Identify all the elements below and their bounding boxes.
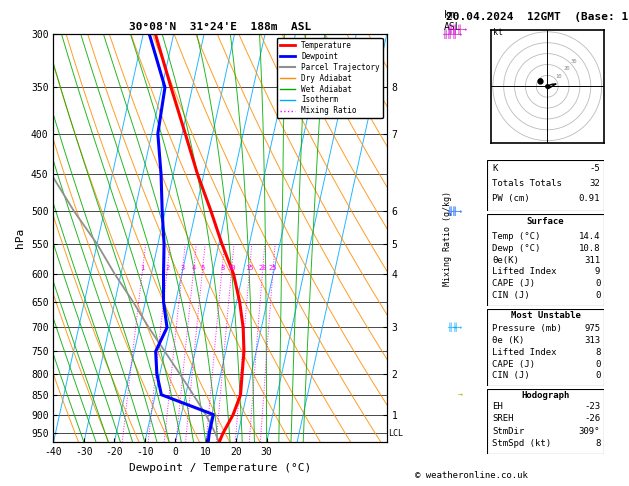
Text: ╫→: ╫→ bbox=[452, 323, 462, 332]
Text: 0.91: 0.91 bbox=[579, 194, 600, 204]
Text: kt: kt bbox=[493, 28, 503, 37]
Text: 975: 975 bbox=[584, 324, 600, 333]
Text: 15: 15 bbox=[245, 265, 254, 271]
Text: ╫╫→: ╫╫→ bbox=[447, 206, 462, 216]
Text: © weatheronline.co.uk: © weatheronline.co.uk bbox=[415, 471, 528, 480]
Text: Totals Totals: Totals Totals bbox=[492, 179, 562, 189]
Text: 0: 0 bbox=[595, 360, 600, 368]
Text: StmSpd (kt): StmSpd (kt) bbox=[492, 439, 551, 448]
Text: ╫╫╫→: ╫╫╫→ bbox=[447, 24, 467, 34]
Text: 0: 0 bbox=[595, 291, 600, 300]
Text: 32: 32 bbox=[589, 179, 600, 189]
Text: 20: 20 bbox=[259, 265, 267, 271]
Text: 3: 3 bbox=[181, 265, 185, 271]
Text: Lifted Index: Lifted Index bbox=[492, 267, 557, 277]
Text: 8: 8 bbox=[595, 348, 600, 357]
Text: -26: -26 bbox=[584, 415, 600, 423]
Text: 0: 0 bbox=[595, 371, 600, 381]
Text: 30: 30 bbox=[571, 59, 577, 64]
Text: CAPE (J): CAPE (J) bbox=[492, 279, 535, 288]
Text: Surface: Surface bbox=[527, 217, 564, 226]
Text: Lifted Index: Lifted Index bbox=[492, 348, 557, 357]
Text: Temp (°C): Temp (°C) bbox=[492, 232, 540, 242]
Text: 8: 8 bbox=[595, 439, 600, 448]
Text: 309°: 309° bbox=[579, 427, 600, 436]
Y-axis label: hPa: hPa bbox=[16, 228, 25, 248]
Text: θe (K): θe (K) bbox=[492, 336, 525, 345]
Text: 8: 8 bbox=[220, 265, 225, 271]
X-axis label: Dewpoint / Temperature (°C): Dewpoint / Temperature (°C) bbox=[129, 463, 311, 473]
Text: K: K bbox=[492, 164, 498, 174]
Legend: Temperature, Dewpoint, Parcel Trajectory, Dry Adiabat, Wet Adiabat, Isotherm, Mi: Temperature, Dewpoint, Parcel Trajectory… bbox=[277, 38, 383, 119]
Text: ╫╫→: ╫╫→ bbox=[447, 206, 462, 216]
Text: 10.8: 10.8 bbox=[579, 244, 600, 253]
Text: 20: 20 bbox=[563, 66, 570, 71]
Text: Pressure (mb): Pressure (mb) bbox=[492, 324, 562, 333]
Text: CIN (J): CIN (J) bbox=[492, 291, 530, 300]
Text: 10: 10 bbox=[555, 74, 562, 79]
Text: →: → bbox=[457, 390, 462, 399]
Text: Mixing Ratio (g/kg): Mixing Ratio (g/kg) bbox=[443, 191, 452, 286]
Text: ╫→: ╫→ bbox=[447, 323, 457, 332]
Text: 14.4: 14.4 bbox=[579, 232, 600, 242]
Text: θe(K): θe(K) bbox=[492, 256, 519, 265]
Text: CIN (J): CIN (J) bbox=[492, 371, 530, 381]
Text: StmDir: StmDir bbox=[492, 427, 525, 436]
Text: LCL: LCL bbox=[387, 429, 403, 438]
Text: 9: 9 bbox=[595, 267, 600, 277]
Text: 311: 311 bbox=[584, 256, 600, 265]
Text: PW (cm): PW (cm) bbox=[492, 194, 530, 204]
Text: 10: 10 bbox=[228, 265, 236, 271]
Text: -5: -5 bbox=[589, 164, 600, 174]
Text: 20.04.2024  12GMT  (Base: 18): 20.04.2024 12GMT (Base: 18) bbox=[446, 12, 629, 22]
Text: 313: 313 bbox=[584, 336, 600, 345]
Text: 5: 5 bbox=[201, 265, 205, 271]
Text: 0: 0 bbox=[595, 279, 600, 288]
Text: 1: 1 bbox=[141, 265, 145, 271]
Text: SREH: SREH bbox=[492, 415, 514, 423]
Text: 25: 25 bbox=[269, 265, 277, 271]
Title: 30°08'N  31°24'E  188m  ASL: 30°08'N 31°24'E 188m ASL bbox=[129, 22, 311, 32]
Text: 2: 2 bbox=[165, 265, 169, 271]
Text: -23: -23 bbox=[584, 402, 600, 411]
Text: Most Unstable: Most Unstable bbox=[511, 311, 581, 320]
Text: km
ASL: km ASL bbox=[443, 10, 461, 32]
Text: ╫╫╫→: ╫╫╫→ bbox=[442, 29, 462, 39]
Text: Dewp (°C): Dewp (°C) bbox=[492, 244, 540, 253]
Text: Hodograph: Hodograph bbox=[521, 391, 570, 400]
Text: 4: 4 bbox=[192, 265, 196, 271]
Text: EH: EH bbox=[492, 402, 503, 411]
Text: CAPE (J): CAPE (J) bbox=[492, 360, 535, 368]
